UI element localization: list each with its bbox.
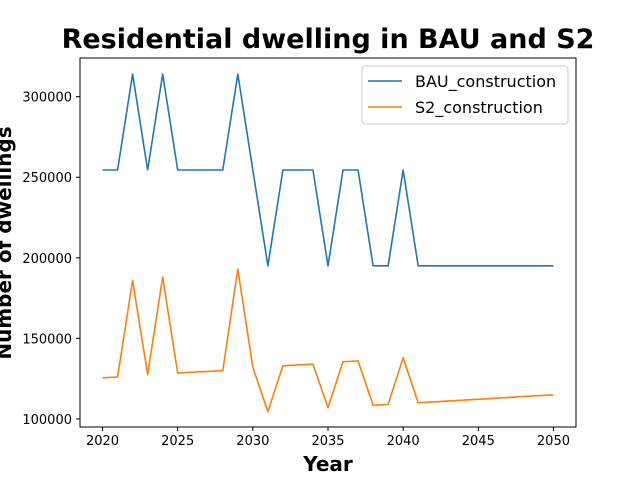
- x-tick-label: 2025: [161, 434, 194, 449]
- series-line-0: [102, 73, 554, 267]
- y-axis-label: Number of dwellings: [0, 126, 16, 359]
- legend-box: [361, 65, 569, 125]
- legend: BAU_construction S2_construction: [361, 65, 569, 125]
- y-tick-label: 300000: [22, 91, 72, 106]
- y-tick-label: 200000: [22, 252, 72, 267]
- x-tick-label: 2050: [537, 434, 570, 449]
- series-line-1: [102, 268, 554, 413]
- y-tick-label: 150000: [22, 332, 72, 347]
- x-tick-label: 2035: [311, 434, 344, 449]
- x-tick-label: 2045: [462, 434, 495, 449]
- x-tick-label: 2020: [86, 434, 119, 449]
- x-tick-label: 2030: [236, 434, 269, 449]
- legend-label-1: S2_construction: [415, 98, 543, 118]
- y-tick-label: 250000: [22, 171, 72, 186]
- chart-title: Residential dwelling in BAU and S2: [62, 24, 595, 55]
- x-axis-label: Year: [302, 452, 353, 476]
- legend-label-0: BAU_construction: [415, 72, 556, 92]
- x-tick-label: 2040: [387, 434, 420, 449]
- y-tick-label: 100000: [22, 413, 72, 428]
